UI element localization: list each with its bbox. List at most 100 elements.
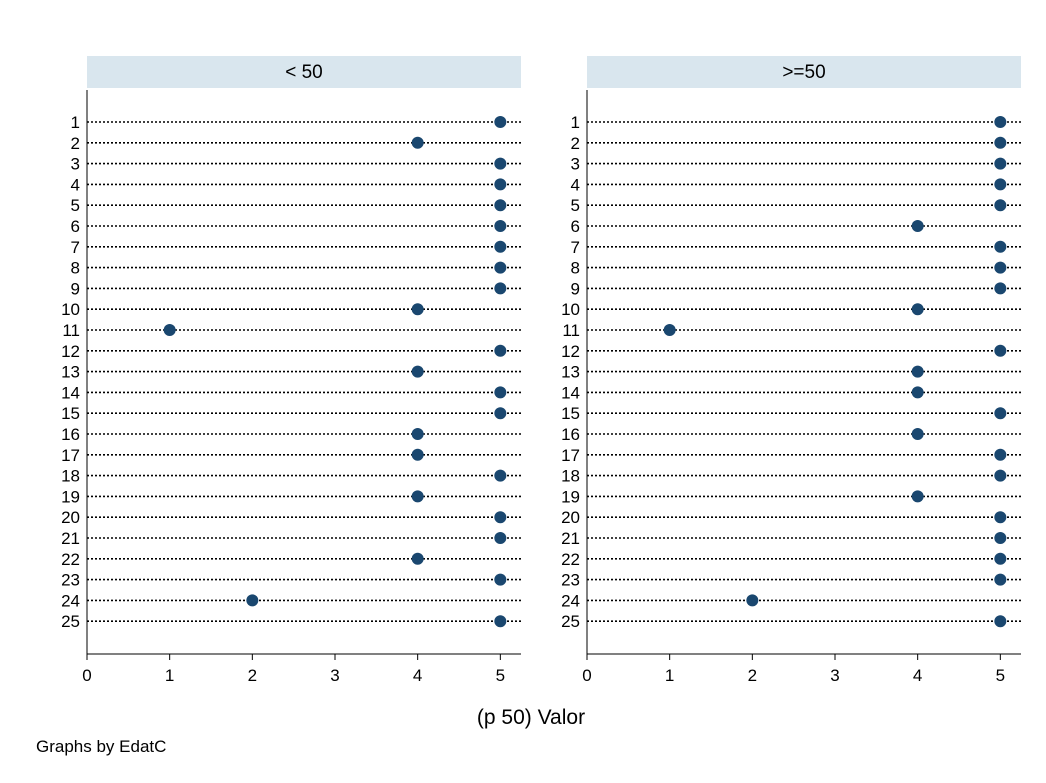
category-label: 24 [61, 591, 80, 610]
x-tick-label: 5 [996, 666, 1005, 685]
data-point [994, 469, 1007, 482]
data-point [746, 594, 759, 607]
category-label: 25 [61, 612, 80, 631]
data-point [911, 303, 924, 316]
data-point [411, 448, 424, 461]
category-label: 23 [561, 571, 580, 590]
category-label: 25 [561, 612, 580, 631]
data-point [494, 511, 507, 524]
category-label: 14 [61, 383, 80, 402]
x-tick-label: 2 [248, 666, 257, 685]
data-point [494, 116, 507, 128]
data-point [494, 469, 507, 482]
category-label: 18 [61, 467, 80, 486]
category-label: 11 [562, 321, 580, 340]
panels-layer: < 500 1 2 3 4 5123456789101112131415161718192… [61, 56, 1021, 685]
x-tick-label: 2 [748, 666, 757, 685]
data-point [494, 282, 507, 295]
data-point [494, 386, 507, 399]
category-label: 21 [61, 529, 80, 548]
panel-1: < 500 1 2 3 4 5123456789101112131415161718192… [61, 56, 521, 685]
panel-strip [587, 56, 1021, 88]
x-tick-label: 4 [913, 666, 922, 685]
category-label: 17 [61, 446, 80, 465]
category-label: 6 [571, 217, 580, 236]
data-point [494, 261, 507, 274]
data-point [411, 136, 424, 149]
data-point [411, 428, 424, 440]
data-point [494, 344, 507, 357]
data-point [911, 220, 924, 232]
category-label: 4 [71, 175, 80, 194]
data-point [994, 407, 1007, 420]
data-point [494, 240, 507, 253]
category-label: 6 [71, 217, 80, 236]
graph-note: Graphs by EdatC [36, 737, 166, 756]
category-label: 5 [71, 196, 80, 215]
data-point [494, 573, 507, 586]
category-label: 11 [62, 321, 80, 340]
data-point [994, 282, 1007, 295]
category-label: 12 [561, 342, 580, 361]
category-label: 4 [571, 175, 580, 194]
category-label: 24 [561, 591, 580, 610]
data-point [163, 324, 176, 336]
category-label: 20 [61, 508, 80, 527]
x-axis-title: (p 50) Valor [477, 706, 585, 729]
category-label: 3 [71, 155, 80, 174]
data-point [494, 407, 507, 420]
x-tick-label: 3 [830, 666, 839, 685]
data-point [994, 615, 1007, 628]
category-label: 8 [71, 259, 80, 278]
category-label: 5 [571, 196, 580, 215]
category-label: 8 [571, 259, 580, 278]
category-label: 13 [61, 363, 80, 382]
data-point [911, 490, 924, 503]
data-point [911, 365, 924, 378]
category-label: 2 [71, 134, 80, 153]
data-point [994, 157, 1007, 170]
category-label: 21 [561, 529, 580, 548]
data-point [911, 386, 924, 399]
category-label: 13 [561, 363, 580, 382]
category-label: 10 [561, 300, 580, 319]
data-point [494, 220, 507, 232]
category-label: 3 [571, 155, 580, 174]
category-label: 15 [561, 404, 580, 423]
data-point [994, 573, 1007, 586]
x-tick-label: 0 [582, 666, 591, 685]
category-label: 7 [71, 238, 80, 257]
data-point [994, 344, 1007, 357]
data-point [994, 511, 1007, 524]
category-label: 19 [61, 487, 80, 506]
x-tick-label: 1 [665, 666, 674, 685]
data-point [494, 615, 507, 628]
category-label: 1 [71, 113, 80, 132]
category-label: 14 [561, 383, 580, 402]
data-point [411, 552, 424, 565]
category-label: 23 [61, 571, 80, 590]
category-label: 18 [561, 467, 580, 486]
category-label: 9 [571, 279, 580, 298]
category-label: 10 [61, 300, 80, 319]
panel-strip [87, 56, 521, 88]
category-label: 16 [61, 425, 80, 444]
data-point [494, 178, 507, 191]
data-point [411, 303, 424, 316]
category-label: 16 [561, 425, 580, 444]
category-label: 1 [571, 113, 580, 132]
category-label: 15 [61, 404, 80, 423]
data-point [994, 136, 1007, 149]
panel-2: >=500 1 2 3 4 5123456789101112131415161718192… [561, 56, 1021, 685]
category-label: 2 [571, 134, 580, 153]
x-tick-label: 3 [330, 666, 339, 685]
category-label: 22 [561, 550, 580, 569]
category-label: 7 [571, 238, 580, 257]
x-tick-label: 5 [496, 666, 505, 685]
data-point [494, 157, 507, 170]
data-point [994, 116, 1007, 128]
category-label: 20 [561, 508, 580, 527]
data-point [411, 365, 424, 378]
data-point [994, 261, 1007, 274]
data-point [911, 428, 924, 440]
